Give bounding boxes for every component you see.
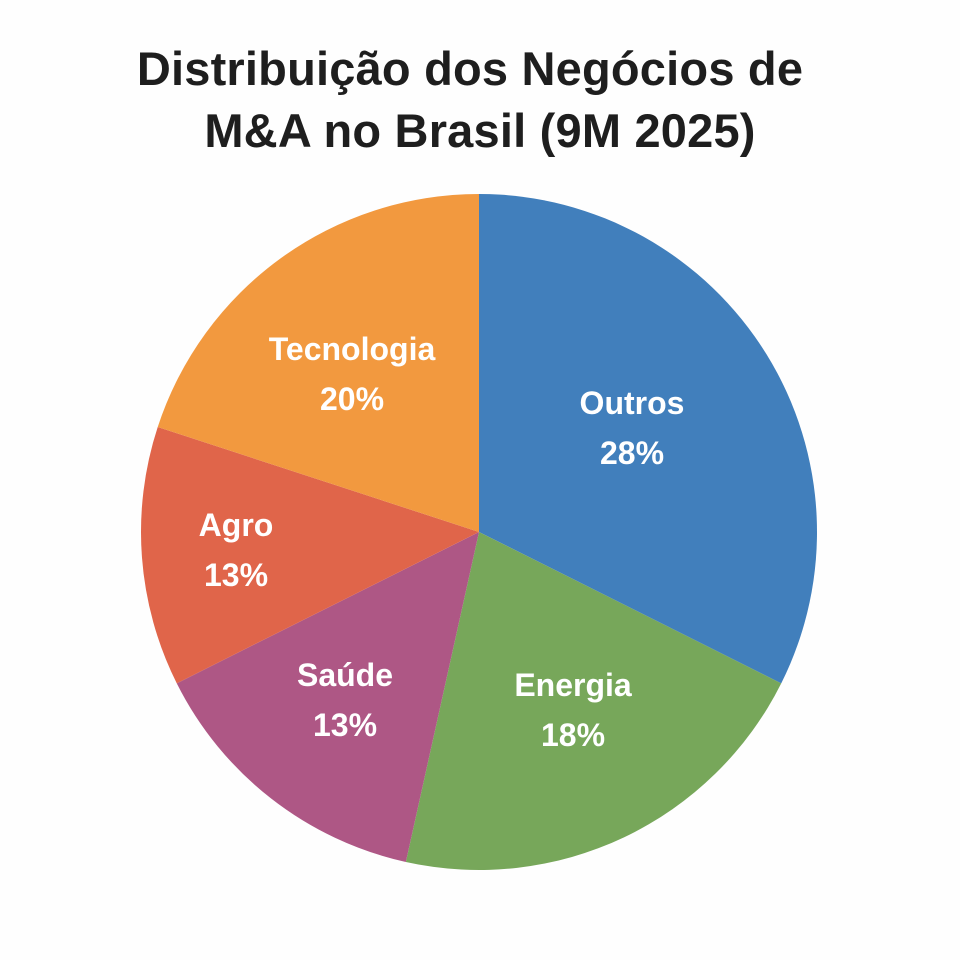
slice-percent: 18%	[540, 717, 606, 753]
slice-percent: 28%	[599, 435, 665, 471]
chart-title: Distribuição dos Negócios de M&A no Bras…	[0, 38, 960, 162]
slice-label: Energia 18%	[514, 660, 631, 760]
chart-title-line-2: M&A no Brasil (9M 2025)	[204, 104, 756, 157]
slice-percent: 13%	[312, 707, 378, 743]
slice-category: Agro	[198, 507, 274, 543]
slice-percent: 20%	[319, 381, 385, 417]
pie-slice-agro	[140, 426, 479, 684]
pie-slice-saude	[176, 532, 479, 862]
slice-category: Energia	[514, 667, 632, 703]
slice-percent: 13%	[203, 557, 269, 593]
slice-category: Outros	[579, 385, 685, 421]
slice-label: Saúde 13%	[297, 650, 393, 750]
chart-title-line-1: Distribuição dos Negócios de	[136, 42, 804, 95]
pie-slice-outros	[479, 194, 817, 684]
slice-category: Saúde	[296, 657, 394, 693]
pie-slice-tecnologia	[157, 194, 479, 532]
slice-label: Tecnologia 20%	[269, 324, 436, 424]
slice-label: Agro 13%	[199, 500, 274, 600]
slice-category: Tecnologia	[268, 331, 436, 367]
pie-slice-energia	[405, 532, 782, 870]
slice-label: Outros 28%	[580, 378, 685, 478]
